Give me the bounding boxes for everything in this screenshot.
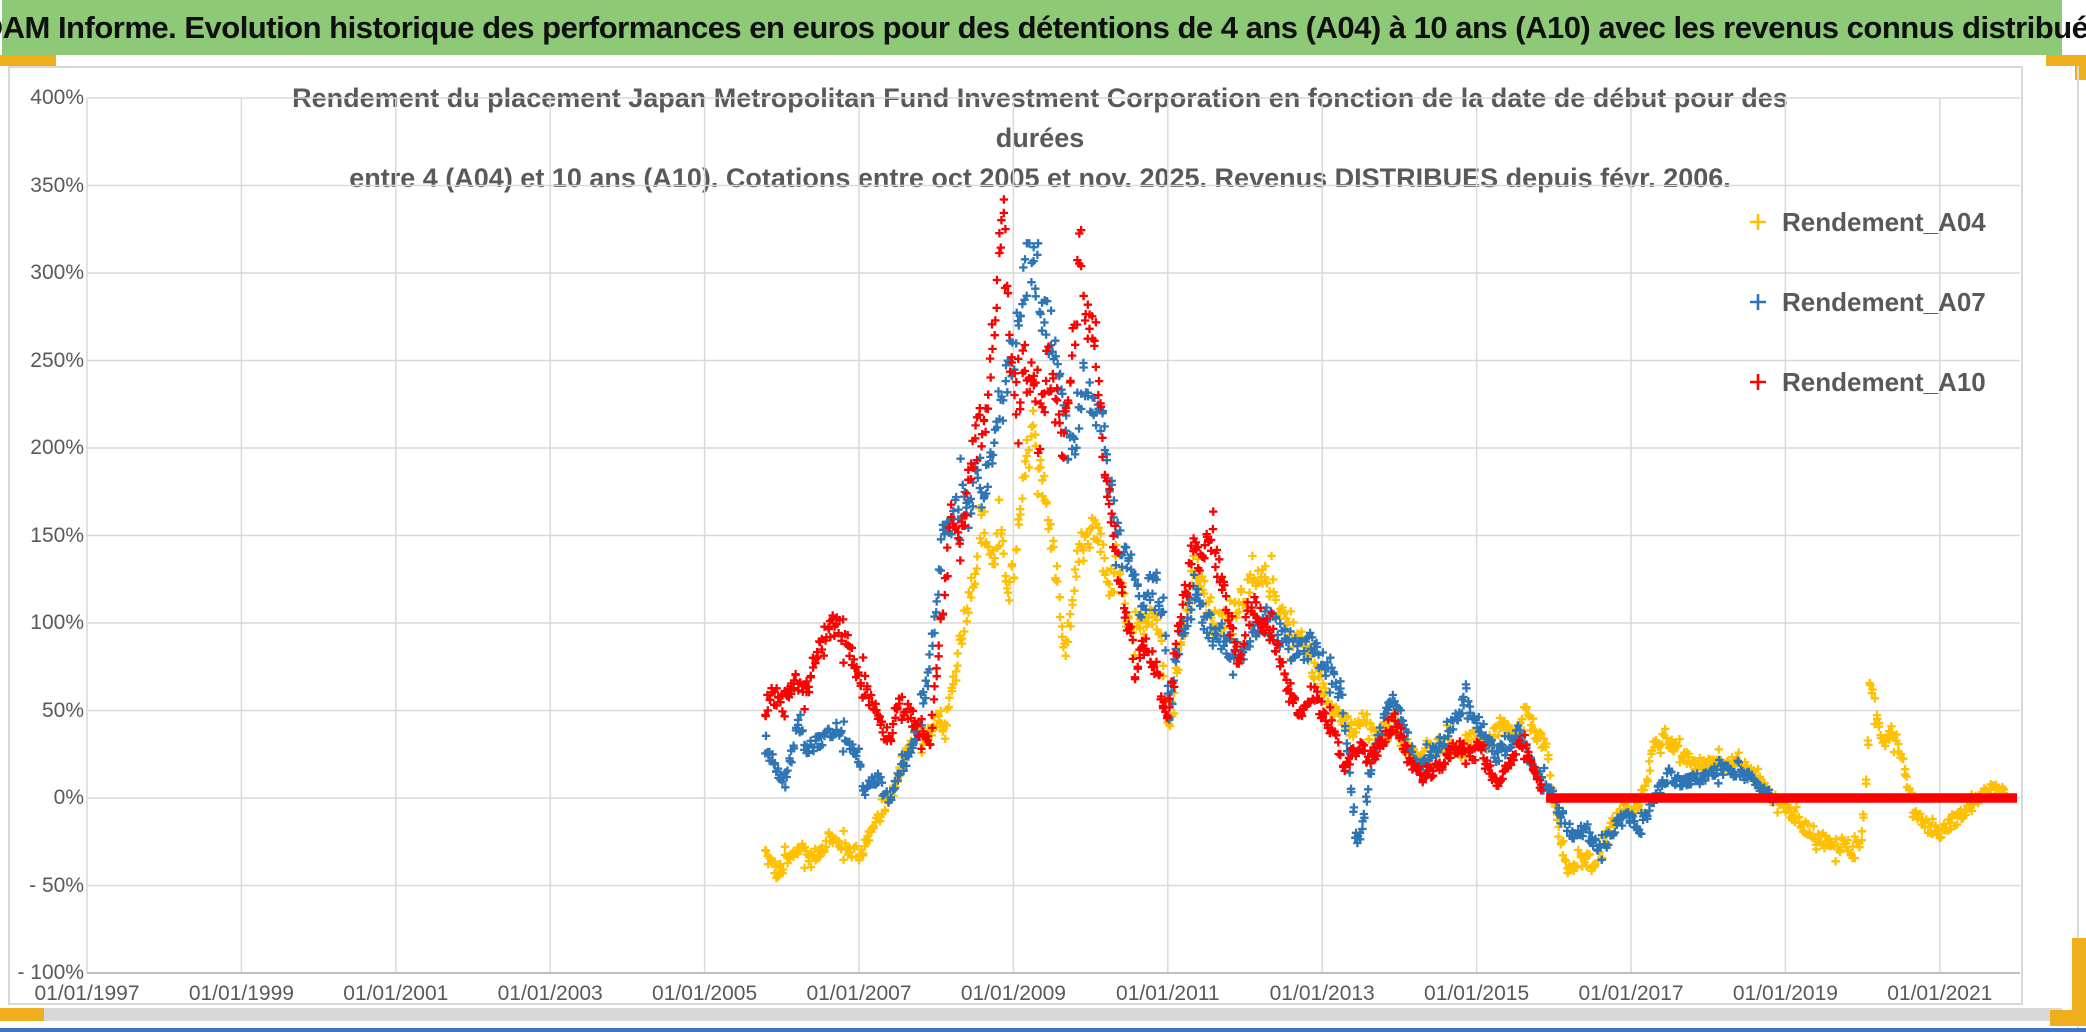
plus-marker-icon: [1750, 374, 1766, 390]
header-bar: ADAM Informe. Evolution historique des p…: [0, 0, 2086, 55]
x-tick-label: 01/01/2019: [1732, 982, 1838, 1005]
slide-border-right: [2077, 66, 2079, 1032]
plus-marker-icon: [1750, 294, 1766, 310]
x-tick-label: 01/01/2015: [1424, 982, 1530, 1005]
y-tick-label: - 100%: [17, 961, 84, 984]
y-tick-label: 0%: [53, 786, 84, 809]
legend-label: Rendement_A04: [1782, 206, 1986, 237]
series-points-rendement_a10: [761, 195, 1546, 795]
gold-accent-right-bar: [2072, 938, 2086, 1026]
series-points-rendement_a04: [761, 406, 2009, 883]
y-tick-label: 300%: [30, 261, 84, 284]
y-tick-label: - 50%: [29, 873, 84, 897]
legend-label: Rendement_A10: [1782, 366, 1986, 397]
chart-legend[interactable]: Rendement_A04 Rendement_A07 Rendement_A10: [1748, 205, 1986, 399]
gold-accent-top-right-notch: [2075, 66, 2086, 80]
x-tick-label: 01/01/1999: [188, 982, 294, 1005]
legend-item-rendement_a07[interactable]: Rendement_A07: [1748, 285, 1986, 319]
x-tick-label: 01/01/2017: [1578, 982, 1684, 1005]
y-tick-label: 50%: [41, 698, 84, 722]
legend-item-rendement_a04[interactable]: Rendement_A04: [1748, 205, 1986, 239]
legend-label: Rendement_A07: [1782, 286, 1986, 317]
page-title: ADAM Informe. Evolution historique des p…: [0, 9, 2086, 45]
bottom-gray-strip: [0, 1008, 2062, 1021]
bottom-blue-line: [0, 1028, 2086, 1032]
chart-title-line2: entre 4 (A04) et 10 ans (A10). Cotations…: [349, 163, 1731, 193]
y-tick-label: 400%: [30, 86, 84, 109]
y-tick-label: 250%: [30, 348, 84, 372]
legend-item-rendement_a10[interactable]: Rendement_A10: [1748, 365, 1986, 399]
x-tick-label: 01/01/2011: [1116, 982, 1220, 1005]
y-tick-label: 150%: [30, 523, 84, 547]
x-tick-label: 01/01/2007: [806, 982, 912, 1005]
gold-accent-bottom-right: [2050, 1010, 2086, 1026]
plus-marker-icon: [1750, 214, 1766, 230]
series-points-rendement_a07: [761, 239, 1778, 864]
x-tick-label: 01/01/1997: [34, 982, 140, 1005]
x-tick-label: 01/01/2021: [1887, 982, 1993, 1005]
x-tick-label: 01/01/2005: [652, 982, 758, 1005]
gold-accent-top-right: [2046, 55, 2086, 66]
gold-accent-bottom-left: [0, 1008, 44, 1021]
y-tick-label: 100%: [30, 611, 84, 634]
x-tick-label: 01/01/2009: [960, 982, 1066, 1005]
x-tick-label: 01/01/2001: [343, 982, 449, 1005]
gridlines-horizontal: [87, 97, 2020, 974]
gold-accent-top-left: [0, 55, 56, 66]
y-tick-label: 200%: [30, 436, 84, 459]
gridlines-vertical: [86, 98, 1941, 973]
x-tick-label: 01/01/2003: [497, 982, 603, 1005]
x-tick-label: 01/01/2013: [1269, 982, 1375, 1005]
y-tick-label: 350%: [30, 173, 84, 197]
